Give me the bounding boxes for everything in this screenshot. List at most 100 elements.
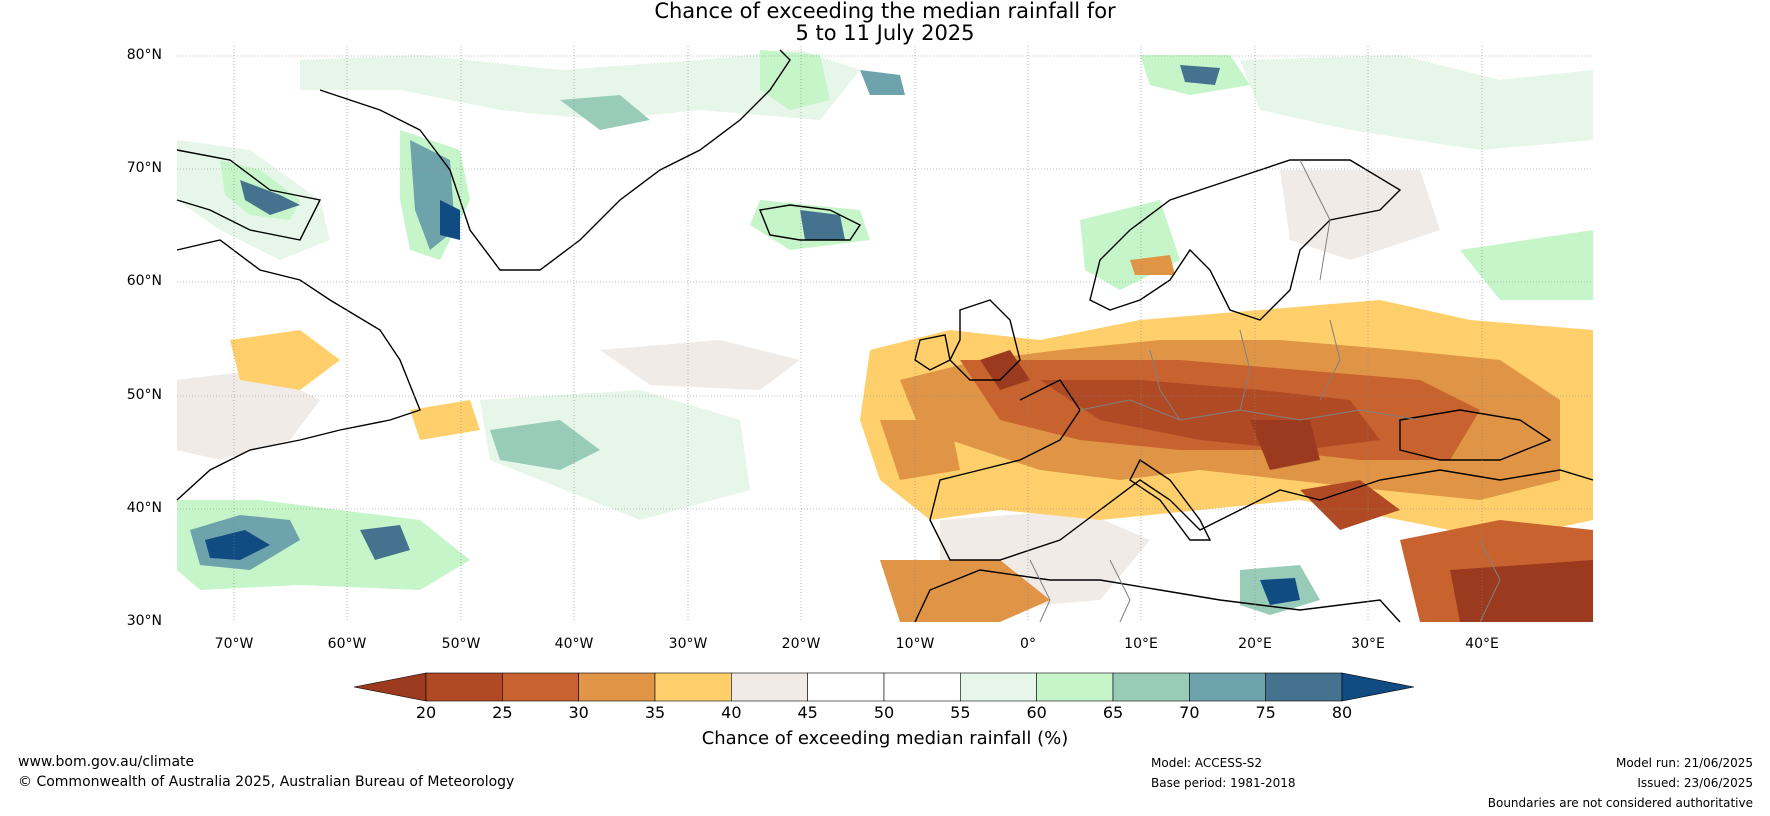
lon-label-60w: 60°W xyxy=(327,636,367,652)
neutral-region xyxy=(177,370,320,460)
wet-region xyxy=(860,70,905,95)
coastline-baffin xyxy=(176,149,322,241)
colorbar-segment xyxy=(807,672,885,702)
lon-label-0: 0° xyxy=(1020,636,1036,652)
colorbar-tick-label: 75 xyxy=(1255,703,1276,722)
colorbar-tick-label: 70 xyxy=(1179,703,1200,722)
coastline-scandinavia xyxy=(1089,159,1402,321)
colorbar-arrow-high xyxy=(1341,672,1415,702)
colorbar-tick-label: 35 xyxy=(644,703,666,722)
wet-region xyxy=(1260,578,1300,605)
lon-label-20w: 20°W xyxy=(781,636,821,652)
lon-label-40e: 40°E xyxy=(1465,636,1499,652)
coastline-canada xyxy=(176,239,421,501)
wet-region xyxy=(1460,230,1593,300)
border xyxy=(1029,559,1051,623)
dry-region xyxy=(880,420,960,480)
dry-region xyxy=(1300,480,1400,530)
graticule xyxy=(177,46,1593,622)
border xyxy=(1239,329,1251,411)
wet-region xyxy=(560,95,650,130)
colorbar xyxy=(353,672,1415,702)
colorbar-tick-label: 30 xyxy=(568,703,589,722)
website-link[interactable]: www.bom.gov.au/climate xyxy=(18,754,195,770)
map-title-line2: 5 to 11 July 2025 xyxy=(795,21,975,45)
colorbar-segment xyxy=(425,672,503,702)
coastline-europe xyxy=(929,379,1594,561)
lon-label-30e: 30°E xyxy=(1351,636,1385,652)
wet-regions xyxy=(177,50,1593,615)
model-run-text: Model run: 21/06/2025 xyxy=(1615,756,1753,770)
country-borders xyxy=(1029,159,1501,623)
colorbar-tick-label: 65 xyxy=(1102,703,1124,722)
colorbar-segment xyxy=(1189,672,1266,702)
border xyxy=(1149,349,1181,421)
wet-region xyxy=(490,420,600,470)
lat-label-50n: 50°N xyxy=(126,387,162,403)
coastline-italy xyxy=(1129,458,1212,541)
lon-label-40w: 40°W xyxy=(554,636,594,652)
lon-label-70w: 70°W xyxy=(214,636,254,652)
colorbar-segment xyxy=(578,672,656,702)
lat-label-60n: 60°N xyxy=(126,273,162,289)
wet-region xyxy=(205,530,270,560)
colorbar-segment xyxy=(883,672,961,702)
colorbar-segment xyxy=(654,672,732,702)
dry-region xyxy=(410,400,480,440)
lat-label-40n: 40°N xyxy=(126,500,162,516)
border xyxy=(1319,319,1341,401)
colorbar-tick-label: 55 xyxy=(950,703,971,722)
wet-region xyxy=(440,200,460,240)
colorbar-segment xyxy=(960,672,1037,702)
lat-label-30n: 30°N xyxy=(126,613,162,629)
wet-region xyxy=(1240,55,1593,150)
coastline-africa xyxy=(914,569,1401,623)
colorbar-tick-label: 20 xyxy=(415,703,437,722)
colorbar-segment xyxy=(731,672,808,702)
wet-region xyxy=(360,525,410,560)
wet-region xyxy=(300,50,860,120)
coastline-ireland xyxy=(914,334,951,371)
coastline-britain xyxy=(949,299,1021,381)
model-text: Model: ACCESS-S2 xyxy=(1151,756,1263,770)
wet-region xyxy=(800,210,845,240)
dry-region xyxy=(1250,420,1320,470)
lat-label-70n: 70°N xyxy=(126,160,162,176)
wet-region xyxy=(240,180,300,215)
lon-label-20e: 20°E xyxy=(1238,636,1272,652)
coastline-greenland xyxy=(319,49,791,271)
colorbar-tick-label: 25 xyxy=(492,703,513,722)
colorbar-segment xyxy=(1112,672,1190,702)
lat-label-80n: 80°N xyxy=(126,47,162,63)
dry-region xyxy=(980,350,1030,390)
dry-regions xyxy=(230,255,1593,622)
colorbar-tick-label: 60 xyxy=(1026,703,1047,722)
copyright-text: © Commonwealth of Australia 2025, Austra… xyxy=(18,774,515,790)
colorbar-segment xyxy=(502,672,579,702)
map-title-line1: Chance of exceeding the median rainfall … xyxy=(654,0,1116,23)
neutral-region xyxy=(1280,170,1440,260)
colorbar-tick-label: 40 xyxy=(721,703,742,722)
base-period-text: Base period: 1981-2018 xyxy=(1151,776,1296,790)
colorbar-tick-label: 50 xyxy=(873,703,895,722)
coastline-black-sea xyxy=(1399,409,1552,461)
lon-label-10e: 10°E xyxy=(1124,636,1158,652)
disclaimer-text: Boundaries are not considered authoritat… xyxy=(1487,796,1753,810)
lon-label-30w: 30°W xyxy=(668,636,708,652)
colorbar-tick-label: 45 xyxy=(797,703,818,722)
border xyxy=(1109,559,1131,623)
colorbar-arrow-low xyxy=(353,672,427,702)
colorbar-tick-label: 80 xyxy=(1331,703,1353,722)
colorbar-segment xyxy=(1036,672,1114,702)
issued-text: Issued: 23/06/2025 xyxy=(1637,776,1753,790)
border xyxy=(1299,159,1331,281)
wet-region xyxy=(760,50,830,110)
dry-region xyxy=(230,330,340,390)
border xyxy=(1479,539,1501,623)
coastlines xyxy=(176,49,1594,623)
dry-region xyxy=(1450,560,1593,622)
lon-label-50w: 50°W xyxy=(441,636,481,652)
coastline-iceland xyxy=(759,204,862,241)
colorbar-title: Chance of exceeding median rainfall (%) xyxy=(701,728,1069,749)
colorbar-segment xyxy=(1265,672,1343,702)
